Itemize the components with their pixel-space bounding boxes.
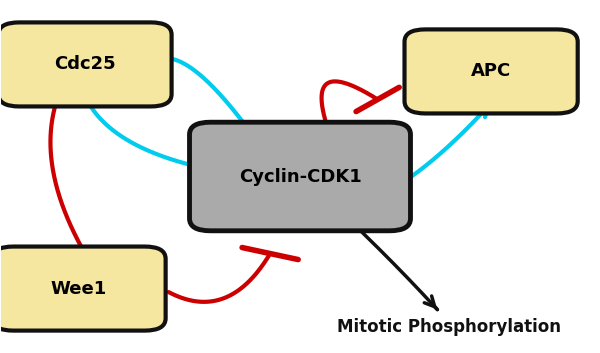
FancyBboxPatch shape [190,122,410,231]
Text: Mitotic Phosphorylation: Mitotic Phosphorylation [337,318,562,336]
FancyBboxPatch shape [0,246,166,331]
Text: Cyclin-CDK1: Cyclin-CDK1 [239,168,361,185]
FancyBboxPatch shape [404,29,578,113]
Text: Cdc25: Cdc25 [54,55,116,73]
Text: Wee1: Wee1 [51,280,107,298]
Text: APC: APC [471,62,511,80]
FancyBboxPatch shape [0,22,172,107]
